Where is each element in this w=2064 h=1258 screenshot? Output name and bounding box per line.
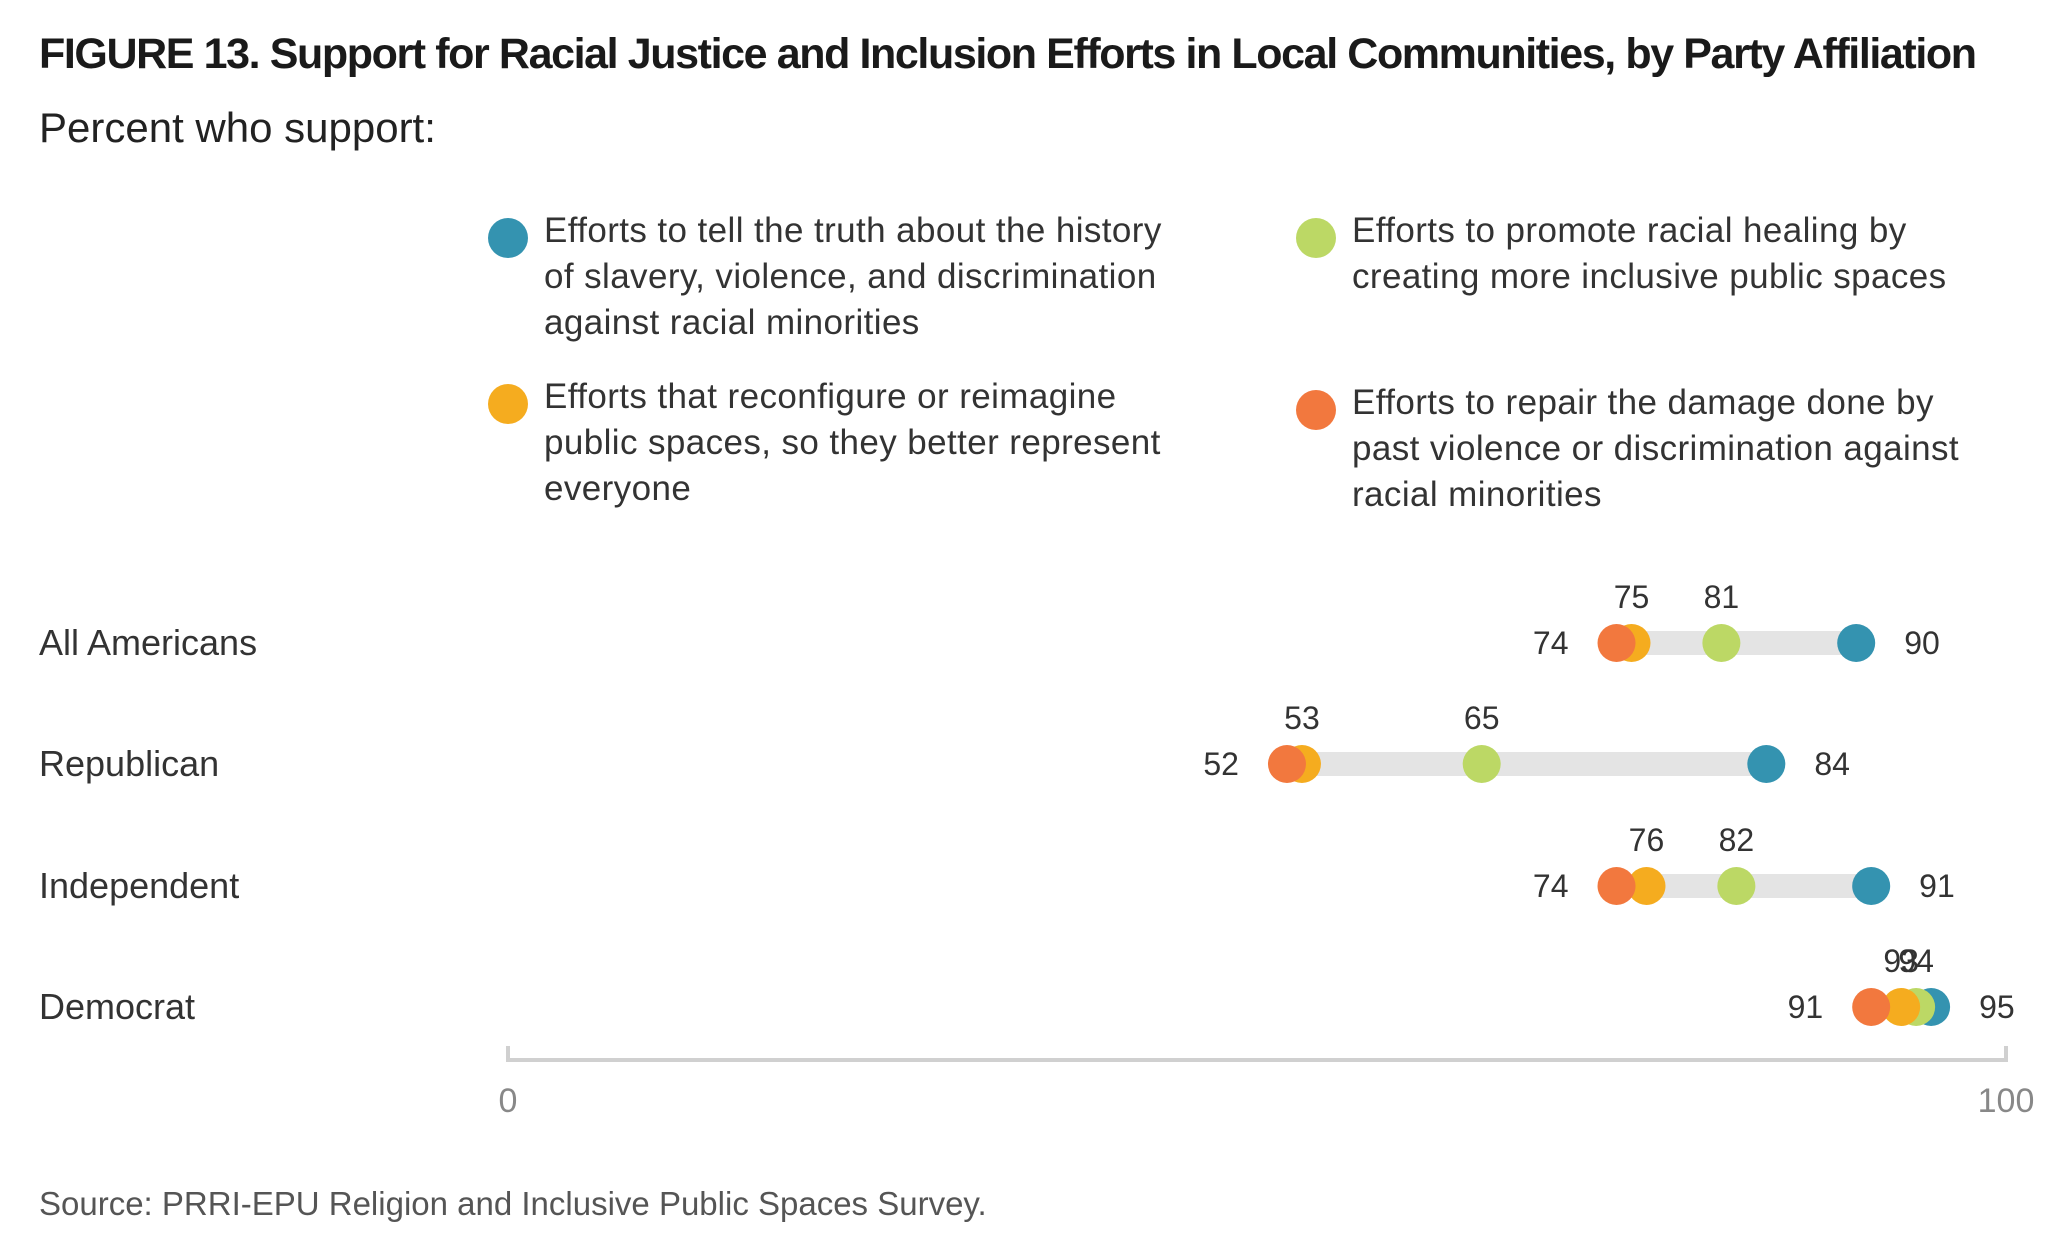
x-tick-label: 100: [1978, 1082, 2035, 1120]
dot-healing: [1702, 624, 1741, 662]
category-label: Independent: [39, 865, 239, 906]
dot-reimagine: [1882, 988, 1921, 1026]
data-label: 93: [1883, 943, 1919, 979]
data-label: 76: [1629, 822, 1665, 858]
source-note: Source: PRRI-EPU Religion and Inclusive …: [39, 1185, 987, 1222]
legend-item-repair: Efforts to repair the damage done by pas…: [1296, 380, 1959, 518]
category-label: All Americans: [39, 622, 257, 663]
dot-healing: [1717, 867, 1756, 905]
data-label: 90: [1904, 625, 1940, 661]
data-label: 52: [1203, 746, 1239, 782]
legend-label-repair: Efforts to repair the damage done by pas…: [1352, 383, 1960, 514]
legend-marker-healing: [1296, 218, 1336, 258]
data-label: 91: [1788, 989, 1824, 1025]
dot-truth: [1747, 745, 1786, 783]
data-label: 74: [1533, 625, 1569, 661]
legend-marker-truth: [488, 218, 528, 258]
dot-repair: [1267, 745, 1306, 783]
legend-label-healing: Efforts to promote racial healing by cre…: [1352, 211, 1947, 296]
dot-repair: [1852, 988, 1891, 1026]
data-label: 81: [1704, 579, 1740, 615]
legend-marker-repair: [1296, 390, 1336, 430]
data-label: 65: [1464, 700, 1500, 736]
legend-label-reimagine: Efforts that reconfigure or reimagine pu…: [544, 377, 1161, 508]
data-label: 95: [1979, 989, 2015, 1025]
legend-item-reimagine: Efforts that reconfigure or reimagine pu…: [488, 374, 1161, 512]
data-label: 84: [1814, 746, 1850, 782]
dot-reimagine: [1627, 867, 1666, 905]
dot-truth: [1852, 867, 1891, 905]
chart-subtitle: Percent who support:: [39, 104, 436, 151]
legend-marker-reimagine: [488, 384, 528, 424]
category-label: Republican: [39, 743, 219, 784]
data-label: 75: [1614, 579, 1650, 615]
legend-item-healing: Efforts to promote racial healing by cre…: [1296, 208, 1947, 300]
dot-truth: [1837, 624, 1876, 662]
data-label: 82: [1719, 822, 1755, 858]
x-tick-label: 0: [499, 1082, 518, 1120]
dot-repair: [1597, 867, 1636, 905]
data-label: 53: [1284, 700, 1320, 736]
data-label: 94: [1898, 943, 1934, 979]
data-label: 91: [1919, 868, 1955, 904]
legend-label-truth: Efforts to tell the truth about the hist…: [544, 211, 1162, 342]
dot-healing: [1462, 745, 1501, 783]
data-label: 74: [1533, 868, 1569, 904]
dot-repair: [1597, 624, 1636, 662]
legend-item-truth: Efforts to tell the truth about the hist…: [488, 208, 1162, 346]
category-label: Democrat: [39, 986, 195, 1027]
chart-title: FIGURE 13. Support for Racial Justice an…: [39, 30, 1977, 78]
